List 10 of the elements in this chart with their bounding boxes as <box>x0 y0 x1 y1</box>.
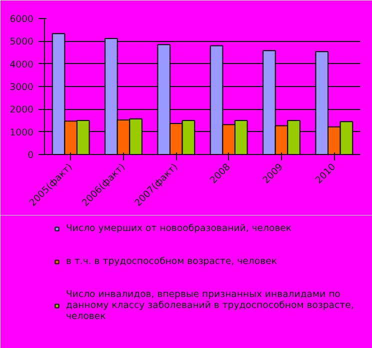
y-tick-label: 5000 <box>10 36 34 48</box>
legend-label: Число инвалидов, впервые признанных инвалидами по данному классу заболеваний в трудоспособном возрасте, человек <box>66 289 354 322</box>
y-tick-label: 1000 <box>10 127 34 138</box>
y-tick-label: 2000 <box>10 104 34 116</box>
legend-label: в т.ч. в трудоспособном возрасте, человек <box>66 256 277 267</box>
y-tick-label: 0 <box>28 150 34 161</box>
y-tick-label: 6000 <box>10 14 34 25</box>
legend-label: Число умерших от новообразований, человек <box>66 223 292 234</box>
y-tick-label: 4000 <box>10 59 34 70</box>
y-tick-label: 3000 <box>10 82 34 93</box>
